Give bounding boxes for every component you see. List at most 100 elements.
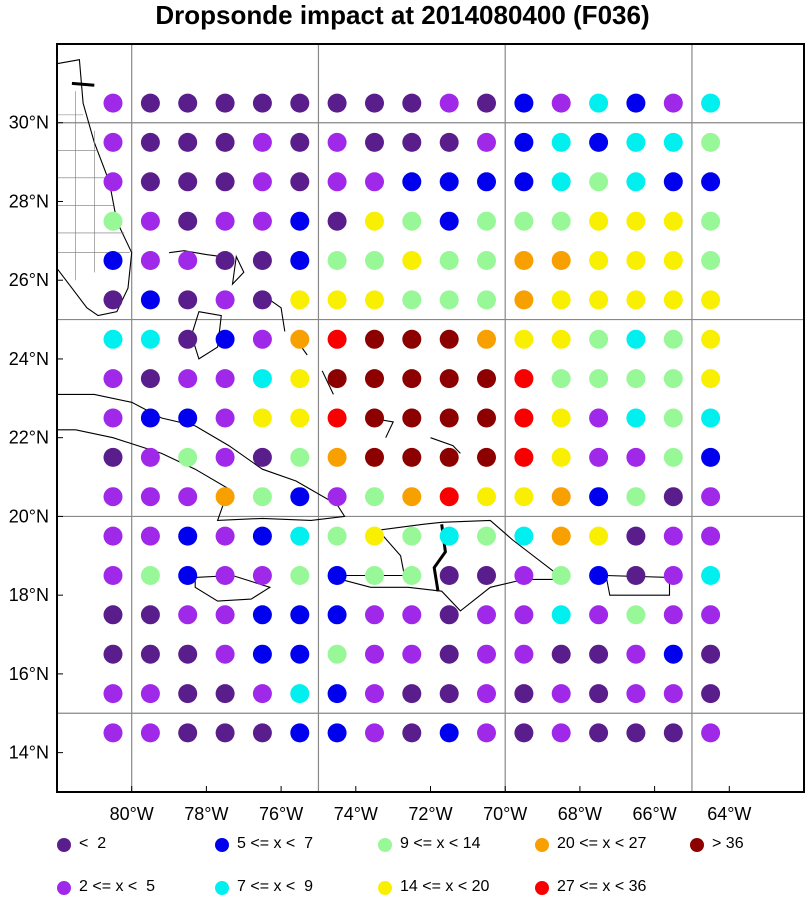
impact-dot [439, 172, 459, 192]
impact-dot [327, 93, 347, 113]
legend-label: < 2 [79, 835, 107, 852]
impact-dot [103, 684, 123, 704]
impact-dot [327, 526, 347, 546]
legend-label: > 36 [712, 835, 744, 852]
impact-dot [551, 172, 571, 192]
impact-dot [365, 684, 384, 704]
impact-dot [215, 723, 235, 743]
impact-dot [252, 369, 272, 389]
impact-dot [290, 487, 310, 507]
impact-dot [589, 526, 609, 546]
impact-dot [140, 487, 160, 507]
impact-dot [252, 408, 272, 428]
impact-dot [663, 487, 683, 507]
impact-dot [327, 684, 347, 704]
impact-dot [626, 684, 646, 704]
impact-dot [589, 369, 609, 389]
impact-dot [140, 132, 160, 152]
impact-dot [551, 251, 571, 270]
impact-dot [252, 329, 272, 349]
impact-dot [514, 526, 534, 546]
impact-dot [477, 172, 496, 192]
impact-dot [140, 369, 160, 389]
impact-dot [589, 684, 609, 704]
impact-dot [103, 211, 123, 231]
impact-dot [140, 211, 160, 231]
impact-dot [178, 93, 198, 113]
legend-swatch [378, 838, 392, 852]
legend-swatch [215, 881, 229, 895]
impact-dot [402, 605, 422, 625]
impact-dot [103, 329, 123, 349]
impact-dot [178, 408, 198, 428]
impact-dot [514, 251, 534, 270]
impact-dot [215, 251, 235, 270]
impact-dot [327, 132, 347, 152]
impact-dot [551, 644, 571, 664]
impact-dot [365, 723, 384, 743]
grid-lines [57, 44, 804, 792]
impact-dot [103, 408, 123, 428]
long-island [321, 370, 334, 395]
impact-dot [252, 172, 272, 192]
impact-dot [327, 369, 347, 389]
impact-dot [252, 93, 272, 113]
impact-dot [514, 605, 534, 625]
lat-label: 20°N [9, 506, 49, 526]
impact-dot [140, 684, 160, 704]
puerto-rico-coast [605, 574, 671, 596]
impact-dot [477, 605, 496, 625]
impact-dot [178, 526, 198, 546]
impact-dot [215, 487, 235, 507]
impact-dot [140, 447, 160, 467]
impact-dot [402, 408, 422, 428]
impact-dot [402, 132, 422, 152]
impact-dot [701, 644, 721, 664]
impact-dot [514, 211, 534, 231]
impact-dot [626, 132, 646, 152]
impact-dot [439, 487, 459, 507]
impact-dot [663, 684, 683, 704]
impact-dot [140, 723, 160, 743]
impact-dot [327, 487, 347, 507]
lat-label: 18°N [9, 585, 49, 605]
impact-dot [439, 644, 459, 664]
impact-dot [365, 211, 384, 231]
impact-dot [439, 605, 459, 625]
impact-dot [215, 211, 235, 231]
legend-label: 7 <= x < 9 [237, 878, 314, 895]
lat-label: 26°N [9, 270, 49, 290]
impact-dot [626, 408, 646, 428]
impact-dot [365, 172, 384, 192]
legend-swatch [57, 881, 71, 895]
impact-dot [103, 526, 123, 546]
lat-label: 28°N [9, 191, 49, 211]
impact-dot [439, 447, 459, 467]
legend-label: 5 <= x < 7 [237, 835, 314, 852]
impact-dot [402, 566, 422, 585]
lon-label: 72°W [408, 804, 452, 824]
impact-dot [103, 132, 123, 152]
impact-dot [551, 487, 571, 507]
impact-dot [252, 684, 272, 704]
impact-dot [252, 723, 272, 743]
impact-dot [663, 566, 683, 585]
impact-dot [701, 329, 721, 349]
impact-dot [663, 251, 683, 270]
impact-dot [402, 526, 422, 546]
impact-dot [514, 132, 534, 152]
impact-dot [663, 369, 683, 389]
impact-dot [178, 172, 198, 192]
impact-dot [290, 684, 310, 704]
impact-dot [178, 723, 198, 743]
impact-dot [589, 329, 609, 349]
impact-dot [439, 684, 459, 704]
impact-dot [477, 211, 496, 231]
lon-label: 64°W [707, 804, 751, 824]
impact-dot [439, 369, 459, 389]
impact-dot [701, 487, 721, 507]
impact-dot [626, 447, 646, 467]
impact-dot [514, 723, 534, 743]
impact-dot [701, 605, 721, 625]
